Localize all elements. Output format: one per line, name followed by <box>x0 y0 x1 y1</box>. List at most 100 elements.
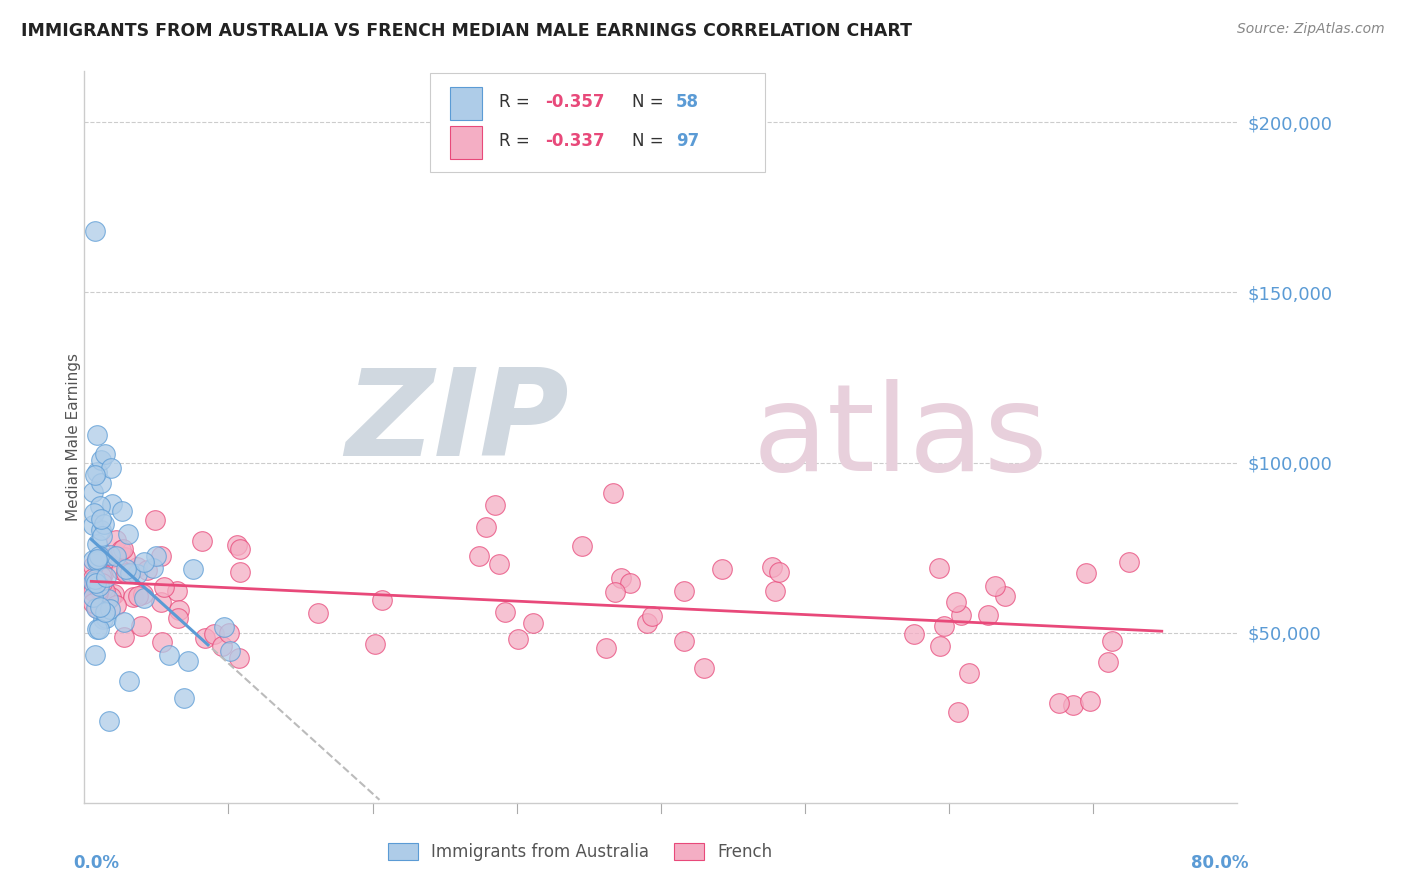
Point <box>105 533 128 548</box>
Point <box>595 640 617 655</box>
Point <box>983 579 1005 593</box>
Point <box>150 635 173 649</box>
Point <box>157 648 180 662</box>
Point <box>145 549 167 563</box>
Point <box>125 567 148 582</box>
Point <box>86 428 108 442</box>
Text: N =: N = <box>633 132 669 150</box>
Point <box>1118 555 1140 569</box>
Point <box>82 575 104 590</box>
Point <box>494 605 516 619</box>
Point <box>82 558 104 573</box>
Point <box>91 554 114 568</box>
Point <box>105 599 128 613</box>
Point <box>97 714 120 729</box>
Point <box>143 513 166 527</box>
Point <box>949 607 972 622</box>
Point <box>1062 698 1084 713</box>
Point <box>181 562 204 576</box>
Point <box>86 552 108 566</box>
Point <box>522 616 544 631</box>
Text: -0.337: -0.337 <box>546 132 605 150</box>
Point <box>474 520 496 534</box>
Point <box>127 589 149 603</box>
Point <box>117 526 139 541</box>
Point <box>93 605 115 619</box>
Point <box>928 560 950 574</box>
Point <box>86 622 108 636</box>
Text: N =: N = <box>633 93 669 112</box>
Point <box>90 550 112 565</box>
Point <box>673 584 696 599</box>
Point <box>103 587 125 601</box>
Point <box>83 224 105 238</box>
Point <box>364 637 387 651</box>
Point <box>114 549 136 564</box>
Legend: Immigrants from Australia, French: Immigrants from Australia, French <box>381 836 779 868</box>
Point <box>166 584 188 599</box>
Point <box>211 639 233 653</box>
Point <box>89 600 111 615</box>
Point <box>82 591 104 605</box>
Text: 80.0%: 80.0% <box>1191 854 1249 872</box>
Point <box>1101 634 1123 648</box>
Point <box>602 486 624 500</box>
Point <box>98 551 121 566</box>
Point <box>90 575 112 590</box>
Point <box>928 640 950 654</box>
Point <box>84 468 107 483</box>
Point <box>903 626 925 640</box>
Point <box>82 596 104 610</box>
Point <box>228 651 250 665</box>
Point <box>166 611 188 625</box>
Point <box>1097 655 1119 669</box>
Point <box>84 648 107 663</box>
Point <box>98 549 121 563</box>
Point <box>150 549 173 563</box>
Point <box>112 615 135 630</box>
Point <box>153 580 176 594</box>
Point <box>87 586 110 600</box>
Point <box>90 452 112 467</box>
Point <box>191 534 214 549</box>
Point <box>468 549 491 563</box>
Point <box>711 562 734 576</box>
Point <box>150 595 173 609</box>
Point <box>84 600 107 615</box>
Point <box>761 559 783 574</box>
Point <box>636 616 658 631</box>
Point <box>94 584 117 599</box>
Point <box>945 595 967 609</box>
Point <box>111 541 134 556</box>
Point <box>91 567 114 582</box>
Point <box>94 569 117 583</box>
Point <box>83 582 105 597</box>
Point <box>127 560 149 574</box>
Point <box>86 551 108 566</box>
Point <box>89 570 111 584</box>
Point <box>212 620 235 634</box>
Point <box>603 584 626 599</box>
Point <box>173 691 195 706</box>
Point <box>91 612 114 626</box>
Point <box>202 627 225 641</box>
Point <box>619 576 641 591</box>
Point <box>194 631 217 645</box>
Point <box>132 587 155 601</box>
Point <box>693 661 716 675</box>
Text: 58: 58 <box>676 93 699 112</box>
Point <box>977 607 1000 622</box>
Point <box>105 549 128 563</box>
Point <box>90 529 112 543</box>
Point <box>177 654 200 668</box>
Point <box>94 611 117 625</box>
Point <box>82 571 104 585</box>
Point <box>488 558 510 572</box>
Text: -0.357: -0.357 <box>546 93 605 112</box>
Point <box>100 461 122 475</box>
Point <box>506 632 529 646</box>
Text: Source: ZipAtlas.com: Source: ZipAtlas.com <box>1237 22 1385 37</box>
Point <box>90 512 112 526</box>
Point <box>93 516 115 531</box>
Point <box>228 565 250 579</box>
